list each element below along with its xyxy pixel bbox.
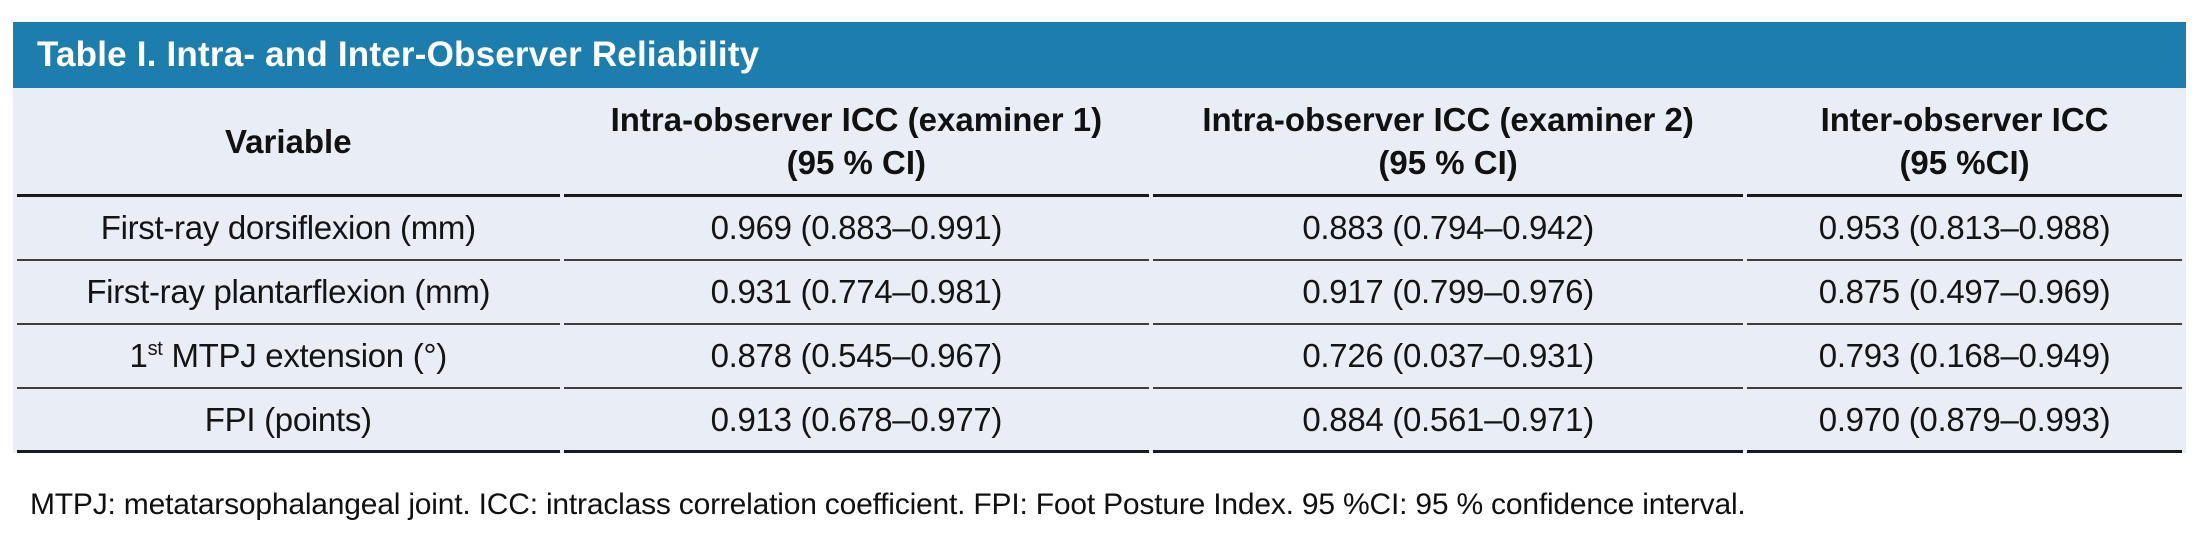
cell-icc-examiner2: 0.726 (0.037–0.931) [1153,325,1744,389]
column-header-line: Inter-observer ICC [1820,101,2109,138]
cell-icc-examiner1: 0.878 (0.545–0.967) [563,325,1150,389]
cell-variable: First-ray dorsiflexion (mm) [17,197,560,261]
table-title-bar: Table I. Intra- and Inter-Observer Relia… [13,22,2186,88]
table-row: First-ray plantarflexion (mm) 0.931 (0.7… [17,261,2182,325]
cell-inter-observer: 0.970 (0.879–0.993) [1747,389,2182,453]
column-header-intra-observer-1: Intra-observer ICC (examiner 1) (95 % CI… [563,88,1150,197]
cell-icc-examiner2: 0.917 (0.799–0.976) [1153,261,1744,325]
column-header-line: (95 % CI) [786,144,927,181]
column-header-inter-observer: Inter-observer ICC (95 %CI) [1747,88,2182,197]
table-row: FPI (points) 0.913 (0.678–0.977) 0.884 (… [17,389,2182,453]
cell-variable: FPI (points) [17,389,560,453]
column-header-line: Variable [224,122,352,160]
table-row: 1st MTPJ extension (°) 0.878 (0.545–0.96… [17,325,2182,389]
column-header-line: Intra-observer ICC (examiner 1) [610,101,1103,138]
table-title: Table I. Intra- and Inter-Observer Relia… [37,35,760,74]
variable-text: 1 [129,337,148,374]
cell-variable: 1st MTPJ extension (°) [17,325,560,389]
cell-icc-examiner1: 0.931 (0.774–0.981) [563,261,1150,325]
column-header-line: (95 % CI) [1378,144,1518,181]
variable-text: MTPJ extension (°) [162,337,447,374]
cell-icc-examiner1: 0.913 (0.678–0.977) [563,389,1150,453]
header-row: Variable Intra-observer ICC (examiner 1)… [17,88,2182,197]
column-header-intra-observer-2: Intra-observer ICC (examiner 2) (95 % CI… [1153,88,1744,197]
cell-icc-examiner2: 0.884 (0.561–0.971) [1153,389,1744,453]
cell-icc-examiner1: 0.969 (0.883–0.991) [563,197,1150,261]
reliability-table: Variable Intra-observer ICC (examiner 1)… [13,88,2186,453]
column-header-line: Intra-observer ICC (examiner 2) [1202,101,1694,138]
column-header-line: (95 %CI) [1899,144,2030,181]
column-header-variable: Variable [17,88,560,197]
table-block: Table I. Intra- and Inter-Observer Relia… [13,22,2186,453]
variable-superscript: st [147,338,163,360]
cell-inter-observer: 0.875 (0.497–0.969) [1747,261,2182,325]
table-row: First-ray dorsiflexion (mm) 0.969 (0.883… [17,197,2182,261]
cell-icc-examiner2: 0.883 (0.794–0.942) [1153,197,1744,261]
cell-inter-observer: 0.953 (0.813–0.988) [1747,197,2182,261]
cell-inter-observer: 0.793 (0.168–0.949) [1747,325,2182,389]
cell-variable: First-ray plantarflexion (mm) [17,261,560,325]
table-footnote: MTPJ: metatarsophalangeal joint. ICC: in… [30,488,1746,521]
